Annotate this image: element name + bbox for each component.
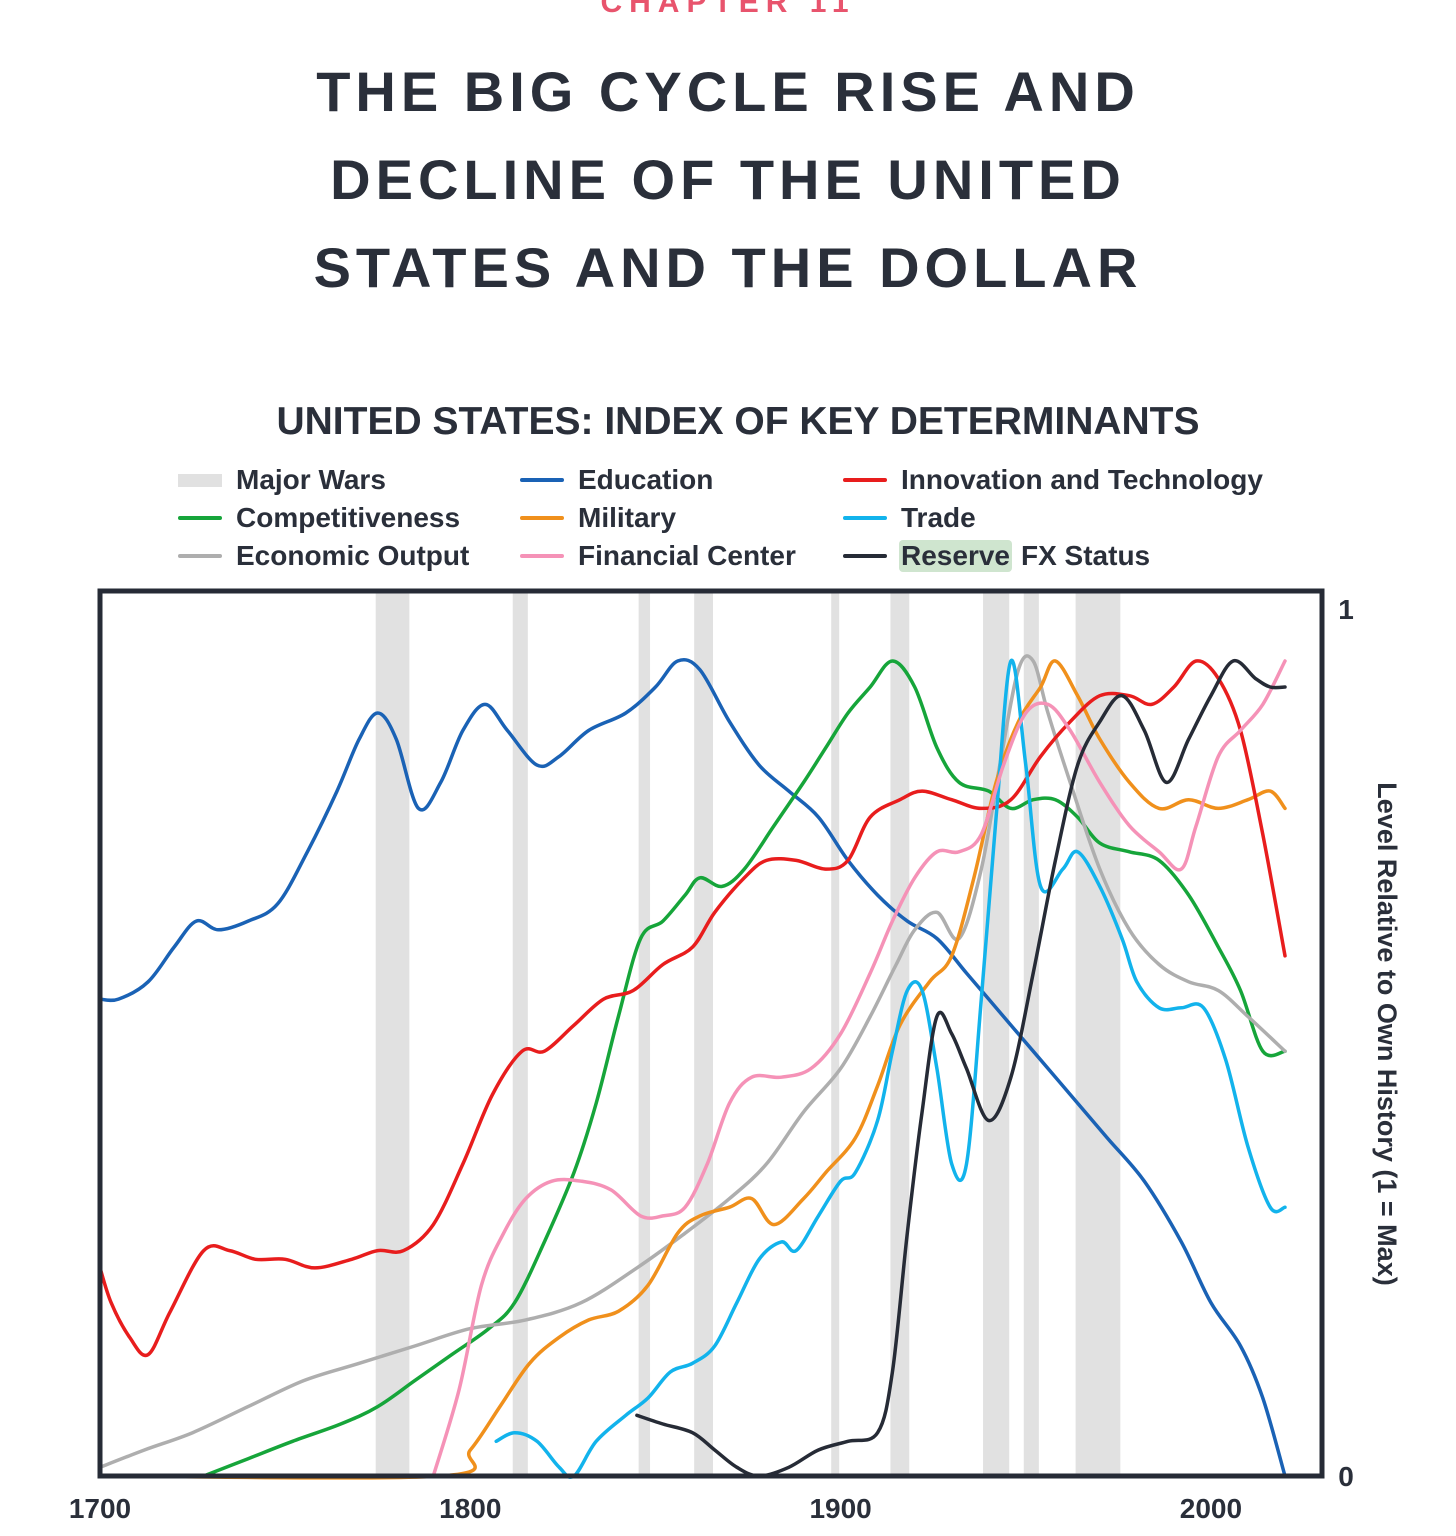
- series-line-competitiveness: [201, 659, 1287, 1478]
- legend-item-financial-center: Financial Center: [520, 538, 796, 574]
- war-band-1898-1898: [831, 591, 840, 1476]
- legend-swatch-major-wars: [178, 473, 222, 487]
- chart-title: UNITED STATES: INDEX OF KEY DETERMINANTS: [276, 400, 1200, 443]
- legend-label-economic-output: Economic Output: [236, 540, 470, 571]
- war-band-1939-1945: [983, 591, 1010, 1476]
- legend-label-major-wars: Major Wars: [236, 464, 386, 495]
- legend-label-competitiveness: Competitiveness: [236, 502, 461, 533]
- series-line-education: [98, 657, 1287, 1478]
- series-line-financial-center: [431, 659, 1287, 1478]
- legend-item-reserve-fx-status: Reserve FX Status: [843, 538, 1150, 574]
- x-axis-ticks: 1700 1800 1900 2000: [69, 1493, 1242, 1524]
- war-band-1846-1848: [638, 591, 651, 1476]
- legend-label-fx-status: FX Status: [1020, 540, 1151, 571]
- legend-label-financial-center: Financial Center: [578, 540, 796, 571]
- series-line-innovation-and-technology: [98, 659, 1287, 1358]
- legend-item-competitiveness: Competitiveness: [178, 500, 460, 536]
- chapter-label: CHAPTER 11: [600, 0, 856, 19]
- war-band-1775-1783: [375, 591, 410, 1476]
- legend-label-military: Military: [578, 502, 677, 533]
- x-tick-label-1700: 1700: [69, 1493, 131, 1524]
- legend-swatch-economic-output: [178, 554, 222, 558]
- legend-item-education: Education: [520, 462, 713, 498]
- legend-label-trade: Trade: [901, 502, 976, 533]
- war-band-1950-1953: [1023, 591, 1039, 1476]
- y-tick-label-1: 1: [1338, 594, 1354, 625]
- legend-item-economic-output: Economic Output: [178, 538, 469, 574]
- legend-item-military: Military: [520, 500, 676, 536]
- title-line-2: DECLINE OF THE UNITED: [330, 148, 1126, 211]
- chart-legend: Major Wars Competitiveness Economic Outp…: [0, 462, 1456, 582]
- y-axis-ticks: 01: [1338, 594, 1354, 1492]
- legend-item-innovation: Innovation and Technology: [843, 462, 1263, 498]
- title-line-1: THE BIG CYCLE RISE AND: [316, 60, 1140, 123]
- plot-frame: [97, 588, 1325, 1479]
- legend-swatch-military: [520, 516, 564, 520]
- legend-swatch-reserve-fx-status: [843, 554, 887, 558]
- y-tick-label-0: 0: [1338, 1461, 1354, 1492]
- series-line-economic-output: [98, 654, 1287, 1470]
- legend-swatch-education: [520, 478, 564, 482]
- x-tick-label-1900: 1900: [809, 1493, 871, 1524]
- war-band-1914-1918: [890, 591, 910, 1476]
- legend-swatch-competitiveness: [178, 516, 222, 520]
- war-band-1812-1815: [512, 591, 528, 1476]
- title-line-3: STATES AND THE DOLLAR: [313, 236, 1143, 299]
- legend-label-innovation: Innovation and Technology: [901, 464, 1263, 495]
- legend-swatch-financial-center: [520, 554, 564, 558]
- legend-swatch-innovation: [843, 478, 887, 482]
- series-line-military: [98, 659, 1287, 1480]
- legend-label-education: Education: [578, 464, 714, 495]
- series-line-trade: [494, 658, 1287, 1480]
- x-tick-label-2000: 2000: [1180, 1493, 1242, 1524]
- x-tick-label-1800: 1800: [439, 1493, 501, 1524]
- legend-label-reserve: Reserve: [899, 540, 1012, 572]
- legend-item-major-wars: Major Wars: [178, 462, 386, 498]
- war-band-1861-1865: [694, 591, 713, 1476]
- legend-item-trade: Trade: [843, 500, 976, 536]
- page-title: THE BIG CYCLE RISE AND DECLINE OF THE UN…: [0, 48, 1456, 312]
- y-axis-label: Level Relative to Own History (1 = Max): [1372, 782, 1402, 1285]
- legend-swatch-trade: [843, 516, 887, 520]
